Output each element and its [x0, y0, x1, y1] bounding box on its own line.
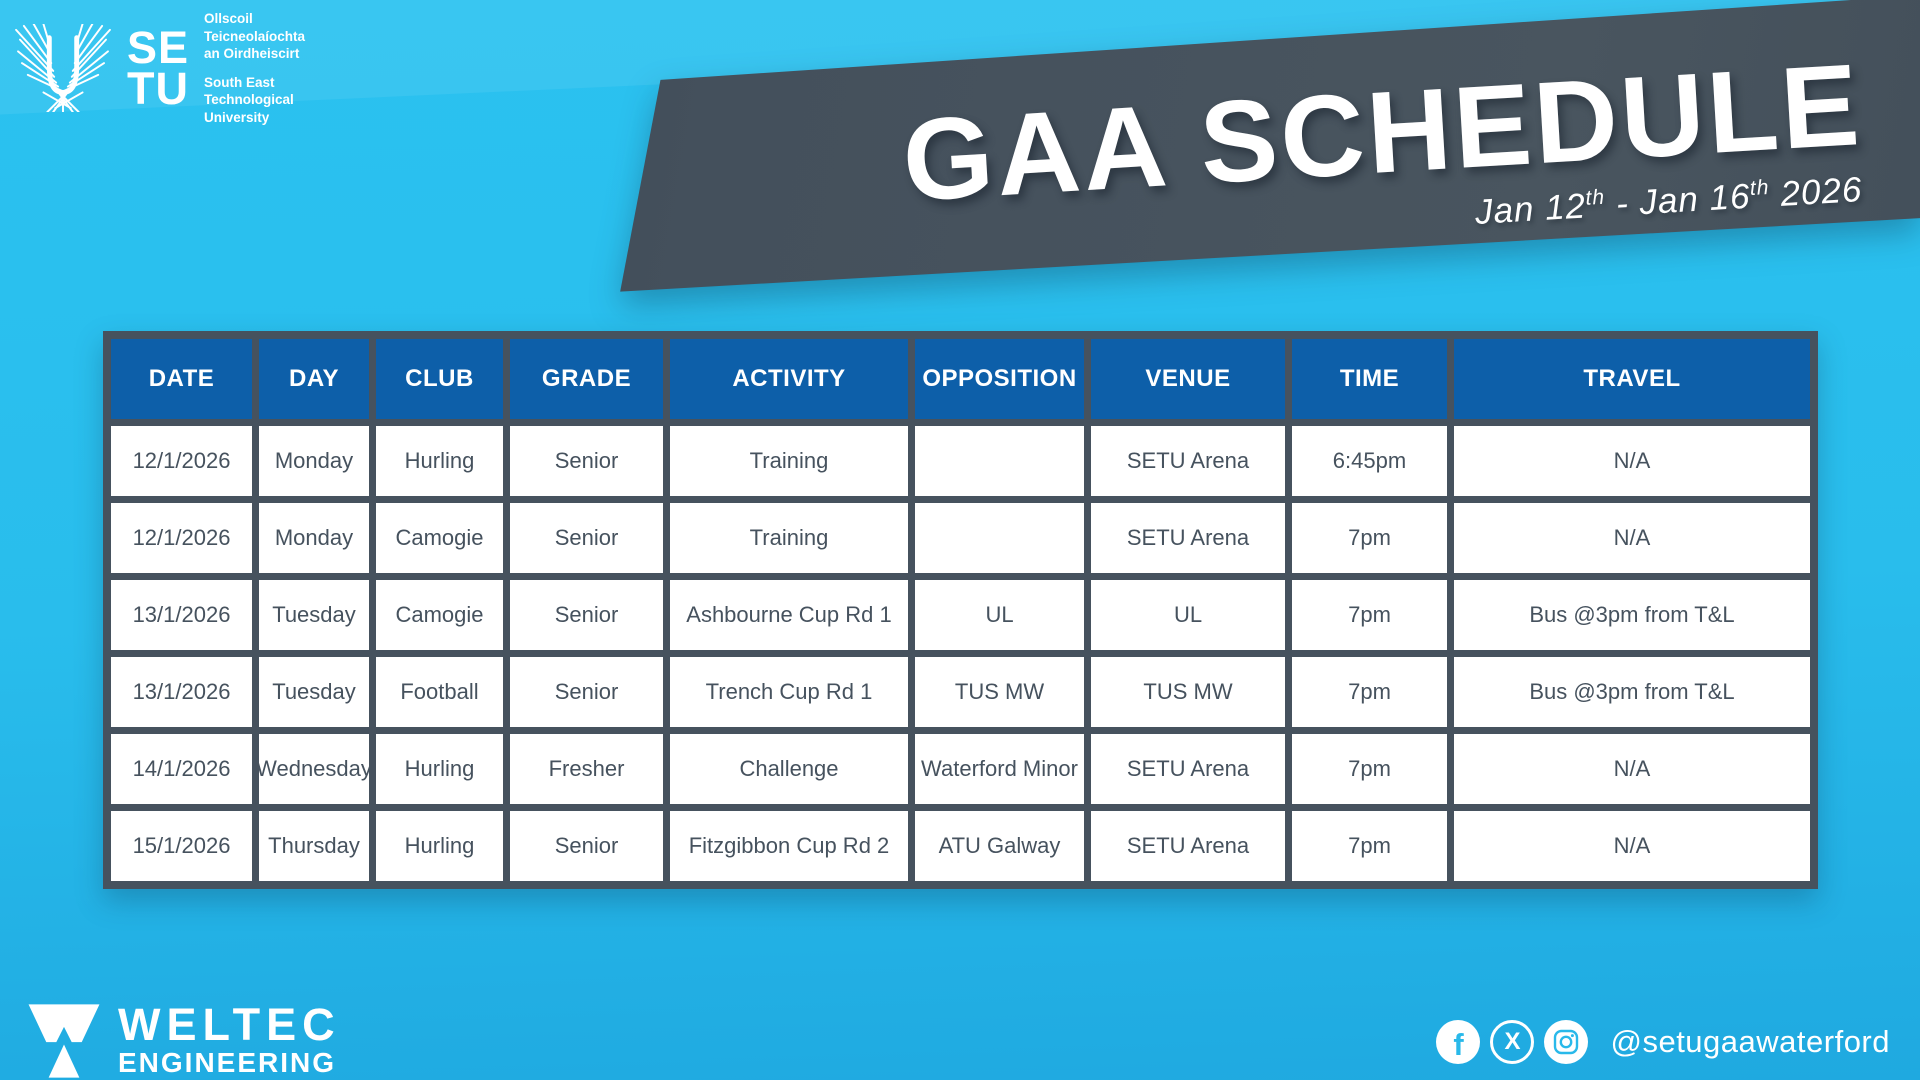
setu-wordmark: SE TU: [127, 21, 190, 115]
cell-row4-time: 7pm: [1292, 657, 1447, 727]
social-handle[interactable]: @setugaawaterford: [1610, 1024, 1890, 1059]
cell-row2-travel: N/A: [1454, 503, 1810, 573]
cell-row1-activity: Training: [670, 426, 908, 496]
weltec-name: WELTEC: [118, 999, 341, 1050]
cell-row1-travel: N/A: [1454, 426, 1810, 496]
setu-english-line: South East: [204, 74, 275, 90]
cell-row6-grade: Senior: [510, 811, 663, 881]
setu-wordmark-line: TU: [127, 63, 189, 115]
cell-row5-travel: N/A: [1454, 734, 1810, 804]
setu-irish-line: an Oirdheiscirt: [204, 46, 300, 62]
weltec-logo: WELTEC ENGINEERING: [26, 1002, 341, 1080]
cell-row6-opposition: ATU Galway: [915, 811, 1084, 881]
date-part: 2026: [1768, 170, 1864, 215]
x-twitter-icon[interactable]: X: [1490, 1020, 1535, 1064]
cell-row1-date: 12/1/2026: [111, 426, 252, 496]
setu-irish-name: Ollscoil Teicneolaíochta an Oirdheiscirt: [204, 10, 305, 63]
column-header-activity: ACTIVITY: [670, 339, 908, 419]
cell-row1-club: Hurling: [376, 426, 503, 496]
setu-irish-line: Teicneolaíochta: [204, 28, 306, 44]
cell-row3-date: 13/1/2026: [111, 580, 252, 650]
weltec-text: WELTEC ENGINEERING: [118, 1002, 341, 1079]
cell-row2-venue: SETU Arena: [1091, 503, 1285, 573]
setu-burst-icon: [14, 24, 112, 113]
cell-row2-day: Monday: [259, 503, 369, 573]
column-header-venue: VENUE: [1091, 339, 1285, 419]
cell-row2-time: 7pm: [1292, 503, 1447, 573]
cell-row5-opposition: Waterford Minor: [915, 734, 1084, 804]
cell-row5-activity: Challenge: [670, 734, 908, 804]
cell-row4-grade: Senior: [510, 657, 663, 727]
cell-row5-venue: SETU Arena: [1091, 734, 1285, 804]
schedule-table: DATE DAY CLUB GRADE ACTIVITY OPPOSITION VENUE T…: [103, 331, 1818, 889]
cell-row6-activity: Fitzgibbon Cup Rd 2: [670, 811, 908, 881]
date-part: Jan 12: [1474, 186, 1588, 232]
cell-row4-opposition: TUS MW: [915, 657, 1084, 727]
cell-row2-grade: Senior: [510, 503, 663, 573]
cell-row5-date: 14/1/2026: [111, 734, 252, 804]
setu-english-name: South East Technological University: [204, 74, 305, 127]
cell-row4-date: 13/1/2026: [111, 657, 252, 727]
social-bar: f X @setugaawaterford: [1436, 1020, 1890, 1064]
cell-row1-opposition: [915, 426, 1084, 496]
setu-irish-line: Ollscoil: [204, 11, 253, 26]
date-part: - Jan 16: [1604, 176, 1752, 225]
cell-row3-travel: Bus @3pm from T&L: [1454, 580, 1810, 650]
cell-row6-venue: SETU Arena: [1091, 811, 1285, 881]
cell-row1-time: 6:45pm: [1292, 426, 1447, 496]
instagram-icon[interactable]: [1544, 1020, 1589, 1064]
date-ordinal: th: [1749, 175, 1771, 200]
cell-row1-grade: Senior: [510, 426, 663, 496]
cell-row3-day: Tuesday: [259, 580, 369, 650]
cell-row4-day: Tuesday: [259, 657, 369, 727]
cell-row5-time: 7pm: [1292, 734, 1447, 804]
setu-names: Ollscoil Teicneolaíochta an Oirdheiscirt…: [204, 10, 305, 126]
cell-row3-time: 7pm: [1292, 580, 1447, 650]
setu-english-line: Technological: [204, 92, 294, 108]
column-header-club: CLUB: [376, 339, 503, 419]
column-header-grade: GRADE: [510, 339, 663, 419]
cell-row3-activity: Ashbourne Cup Rd 1: [670, 580, 908, 650]
cell-row3-grade: Senior: [510, 580, 663, 650]
cell-row1-day: Monday: [259, 426, 369, 496]
cell-row4-activity: Trench Cup Rd 1: [670, 657, 908, 727]
cell-row4-venue: TUS MW: [1091, 657, 1285, 727]
column-header-opposition: OPPOSITION: [915, 339, 1084, 419]
column-header-travel: TRAVEL: [1454, 339, 1810, 419]
date-ordinal: th: [1585, 185, 1606, 210]
cell-row2-date: 12/1/2026: [111, 503, 252, 573]
weltec-w-icon: [26, 1002, 102, 1080]
cell-row3-opposition: UL: [915, 580, 1084, 650]
column-header-date: DATE: [111, 339, 252, 419]
cell-row2-opposition: [915, 503, 1084, 573]
setu-english-line: University: [204, 109, 270, 125]
cell-row1-venue: SETU Arena: [1091, 426, 1285, 496]
cell-row3-club: Camogie: [376, 580, 503, 650]
cell-row6-travel: N/A: [1454, 811, 1810, 881]
column-header-time: TIME: [1292, 339, 1447, 419]
setu-wordmark-line: SE: [127, 21, 190, 73]
cell-row5-day: Wednesday: [256, 734, 372, 804]
cell-row3-venue: UL: [1091, 580, 1285, 650]
facebook-icon[interactable]: f: [1436, 1020, 1481, 1064]
cell-row5-club: Hurling: [376, 734, 503, 804]
cell-row2-activity: Training: [670, 503, 908, 573]
cell-row5-grade: Fresher: [510, 734, 663, 804]
cell-row6-day: Thursday: [259, 811, 369, 881]
cell-row4-travel: Bus @3pm from T&L: [1454, 657, 1810, 727]
cell-row6-date: 15/1/2026: [111, 811, 252, 881]
cell-row4-club: Football: [376, 657, 503, 727]
setu-logo: SE TU Ollscoil Teicneolaíochta an Oirdhe…: [14, 10, 305, 126]
column-header-day: DAY: [259, 339, 369, 419]
cell-row2-club: Camogie: [376, 503, 503, 573]
cell-row6-club: Hurling: [376, 811, 503, 881]
weltec-subname: ENGINEERING: [118, 1047, 337, 1078]
cell-row6-time: 7pm: [1292, 811, 1447, 881]
